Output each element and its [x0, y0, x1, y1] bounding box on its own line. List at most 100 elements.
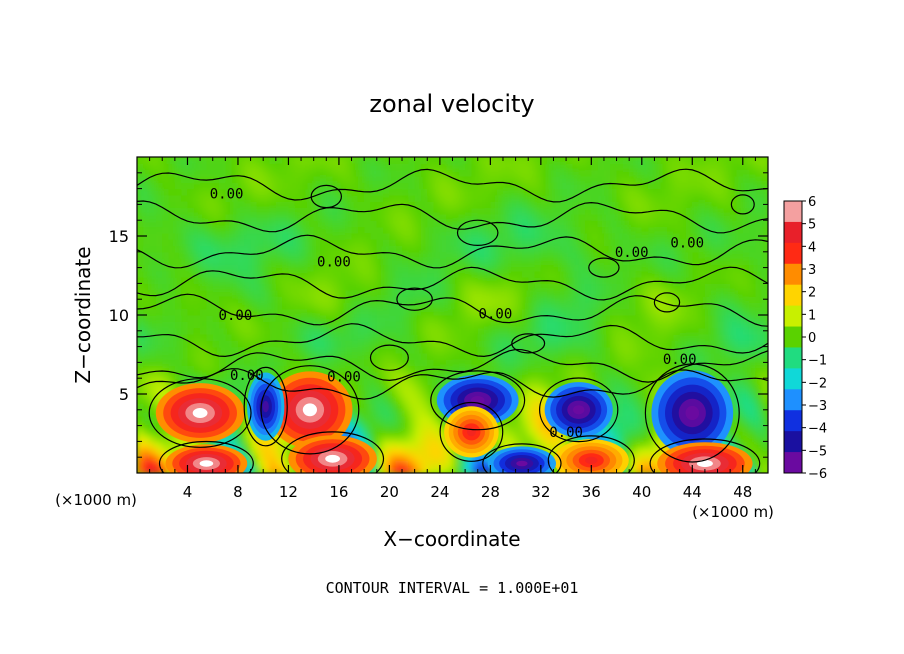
field-cell — [206, 163, 214, 171]
field-cell — [149, 245, 157, 253]
field-cell — [660, 194, 668, 202]
field-cell — [635, 397, 643, 405]
field-cell — [313, 302, 321, 310]
field-cell — [553, 428, 561, 436]
field-cell — [610, 308, 618, 316]
field-cell — [667, 270, 674, 278]
field-cell — [553, 220, 561, 228]
field-cell — [149, 346, 157, 354]
field-cell — [629, 359, 637, 367]
field-cell — [585, 169, 592, 177]
field-cell — [465, 283, 473, 291]
field-cell — [256, 333, 264, 341]
field-cell — [168, 188, 176, 196]
field-cell — [755, 188, 763, 196]
field-cell — [402, 315, 409, 322]
field-cell — [534, 428, 542, 436]
field-cell — [559, 333, 567, 341]
field-cell — [730, 175, 738, 183]
field-cell — [641, 194, 649, 202]
field-cell — [654, 289, 662, 297]
field-cell — [736, 194, 744, 202]
field-cell — [231, 315, 239, 322]
field-cell — [761, 371, 768, 379]
field-cell — [149, 435, 157, 442]
field-cell — [288, 270, 296, 278]
field-cell — [206, 308, 214, 316]
field-cell — [414, 409, 422, 417]
field-cell — [244, 327, 252, 335]
field-cell — [654, 277, 662, 284]
field-cell — [502, 352, 510, 360]
field-cell — [616, 220, 624, 228]
field-cell — [572, 201, 580, 209]
field-cell — [635, 371, 643, 379]
field-cell — [496, 201, 504, 209]
field-cell — [168, 232, 176, 240]
field-cell — [420, 352, 428, 360]
field-cell — [698, 340, 706, 348]
field-cell — [730, 232, 738, 240]
field-cell — [736, 333, 744, 341]
field-cell — [477, 302, 485, 310]
field-cell — [761, 409, 768, 417]
field-cell — [389, 175, 397, 183]
field-cell — [572, 321, 580, 329]
field-cell — [414, 397, 422, 405]
field-cell — [162, 454, 170, 461]
field-cell — [345, 277, 353, 284]
field-cell — [629, 403, 637, 411]
field-cell — [269, 454, 277, 461]
field-cell — [351, 315, 359, 322]
field-cell — [206, 359, 214, 367]
field-cell — [427, 226, 435, 234]
field-cell — [484, 258, 491, 266]
field-cell — [521, 441, 529, 449]
field-cell — [149, 321, 157, 329]
field-cell — [730, 435, 738, 442]
field-cell — [629, 157, 637, 164]
field-cell — [256, 188, 264, 196]
field-cell — [231, 169, 239, 177]
field-cell — [446, 270, 454, 278]
field-cell — [660, 441, 668, 449]
field-cell — [269, 239, 277, 247]
field-cell — [749, 169, 756, 177]
field-cell — [225, 239, 233, 247]
field-cell — [212, 188, 220, 196]
field-cell — [345, 175, 353, 183]
field-cell — [307, 169, 315, 177]
field-cell — [420, 359, 428, 367]
field-cell — [458, 277, 466, 284]
field-cell — [206, 340, 214, 348]
field-cell — [585, 333, 592, 341]
field-cell — [603, 220, 611, 228]
field-cell — [540, 201, 548, 209]
field-cell — [351, 157, 359, 164]
field-cell — [458, 201, 466, 209]
field-cell — [181, 289, 189, 297]
field-cell — [685, 175, 693, 183]
field-cell — [704, 333, 712, 341]
field-cell — [717, 264, 725, 272]
field-cell — [446, 163, 454, 171]
field-cell — [515, 201, 523, 209]
field-cell — [502, 270, 510, 278]
field-cell — [717, 163, 725, 171]
field-cell — [559, 245, 567, 253]
field-cell — [212, 371, 220, 379]
field-cell — [351, 251, 359, 259]
field-cell — [698, 182, 706, 190]
field-cell — [143, 346, 151, 354]
field-cell — [307, 315, 315, 322]
field-cell — [294, 251, 302, 259]
field-cell — [528, 182, 536, 190]
field-cell — [237, 194, 245, 202]
field-cell — [648, 232, 656, 240]
field-cell — [427, 277, 435, 284]
field-cell — [282, 207, 290, 215]
field-cell — [395, 315, 403, 322]
field-cell — [490, 258, 498, 266]
field-cell — [585, 157, 592, 164]
field-cell — [433, 207, 441, 215]
